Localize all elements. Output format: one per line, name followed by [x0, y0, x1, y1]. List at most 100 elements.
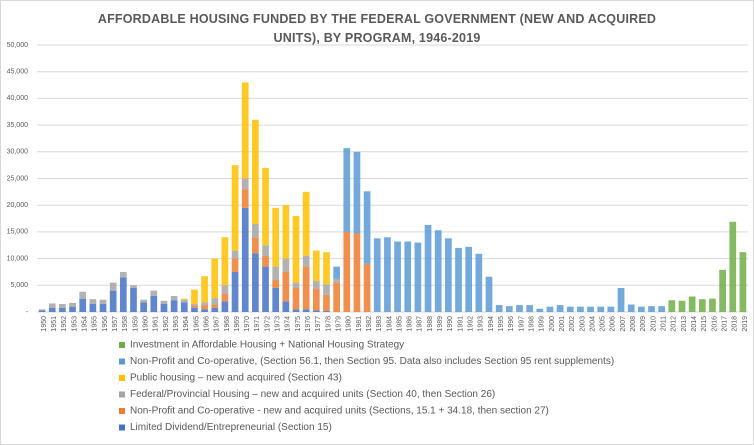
- bar-segment: [404, 241, 412, 312]
- bar-segment: [333, 282, 340, 312]
- x-tick-label: 2009: [640, 316, 647, 332]
- bar-segment: [719, 269, 726, 312]
- bar-segment: [140, 299, 148, 303]
- bar-segment: [241, 207, 249, 312]
- x-tick-label: 2001: [559, 316, 566, 332]
- x-tick-label: 1956: [102, 316, 109, 332]
- bar-segment: [140, 302, 148, 312]
- bar-segment: [434, 230, 442, 312]
- x-tick-label: 1958: [122, 316, 129, 332]
- bar-segment: [48, 303, 56, 308]
- x-tick-label: 2006: [610, 316, 617, 332]
- x-tick-label: 2011: [661, 316, 668, 331]
- legend-label: Non-Profit and Co-operative, (Section 56…: [130, 356, 614, 367]
- bar-segment: [597, 306, 605, 312]
- bar-segment: [262, 266, 269, 312]
- bar-segment: [241, 189, 249, 208]
- x-tick-label: 2015: [701, 316, 708, 332]
- chart-title: AFFORDABLE HOUSING FUNDED BY THE FEDERAL…: [97, 12, 657, 45]
- bar-segment: [272, 266, 280, 280]
- x-tick-label: 1985: [396, 316, 403, 332]
- bar-segment: [282, 271, 290, 302]
- bar-segment: [312, 310, 320, 312]
- bar-segment: [262, 167, 269, 246]
- bar-segment: [323, 252, 330, 285]
- bar-segment: [170, 295, 178, 301]
- bar-segment: [312, 250, 320, 282]
- x-tick-label: 1972: [264, 316, 271, 332]
- bar-segment: [231, 250, 239, 259]
- x-tick-label: 1961: [153, 316, 160, 332]
- bar-segment: [89, 299, 97, 304]
- bar-segment: [546, 306, 554, 312]
- bar-segment: [272, 287, 280, 312]
- bar-segment: [89, 303, 97, 312]
- x-tick-label: 1957: [112, 316, 119, 332]
- legend-swatch: [119, 342, 125, 348]
- bar-segment: [323, 284, 330, 295]
- bar-segment: [505, 306, 513, 312]
- x-tick-label: 1982: [366, 316, 373, 332]
- bar-segment: [455, 247, 462, 312]
- bar-segment: [668, 300, 676, 312]
- bar-segment: [617, 287, 625, 312]
- bar-segment: [526, 305, 533, 312]
- legend-label: Public housing – new and acquired (Secti…: [130, 373, 342, 384]
- bar-segment: [221, 293, 229, 302]
- bar-segment: [627, 304, 635, 312]
- bar-segment: [252, 119, 259, 224]
- bar-segment: [201, 302, 208, 306]
- x-tick-label: 1967: [214, 316, 221, 332]
- bar-segment: [170, 300, 178, 312]
- bar-segment: [739, 252, 747, 312]
- bar-segment: [282, 205, 290, 259]
- bar-segment: [130, 285, 137, 288]
- bar-segment: [465, 246, 473, 312]
- x-tick-label: 1981: [356, 316, 363, 332]
- bar-segment: [282, 301, 290, 312]
- x-tick-label: 1950: [41, 316, 48, 332]
- x-tick-label: 1955: [92, 316, 99, 332]
- bar-segment: [201, 305, 208, 310]
- x-tick-label: 2000: [549, 316, 556, 332]
- bar-segment: [323, 310, 330, 312]
- x-tick-label: 2014: [691, 316, 698, 332]
- bar-segment: [231, 165, 239, 251]
- x-tick-label: 1997: [518, 316, 525, 332]
- bar-segment: [658, 306, 666, 312]
- x-tick-label: 1952: [61, 316, 68, 332]
- x-tick-label: 1995: [498, 316, 505, 332]
- x-tick-label: 2002: [569, 316, 576, 332]
- x-tick-label: 1963: [173, 316, 180, 332]
- bar-segment: [241, 82, 249, 179]
- y-tick-label: 5,000: [10, 282, 28, 289]
- bar-segment: [191, 303, 198, 306]
- bar-segment: [180, 299, 188, 303]
- bar-segment: [38, 310, 46, 312]
- x-tick-label: 1988: [427, 316, 434, 332]
- x-tick-label: 1984: [386, 316, 393, 332]
- y-tick-label: 25,000: [7, 175, 29, 182]
- bar-segment: [150, 295, 158, 312]
- x-tick-label: 1953: [71, 316, 78, 332]
- x-tick-label: 2019: [742, 316, 749, 332]
- legend-label: Limited Dividend/Entrepreneurial (Sectio…: [130, 422, 332, 433]
- bar-segment: [180, 302, 188, 312]
- x-tick-label: 1970: [244, 316, 251, 332]
- bar-segment: [607, 306, 615, 312]
- bar-segment: [48, 307, 56, 312]
- bar-segment: [119, 277, 127, 312]
- y-tick-label: 40,000: [7, 95, 29, 102]
- bar-segment: [353, 233, 361, 312]
- bar-segment: [252, 253, 259, 312]
- bar-segment: [495, 305, 503, 312]
- y-tick-label: 10,000: [7, 255, 29, 262]
- y-tick-label: -: [26, 309, 29, 316]
- bar-segment: [69, 302, 76, 307]
- bar-segment: [59, 307, 66, 312]
- bar-segment: [292, 309, 300, 312]
- bar-segment: [678, 300, 686, 312]
- bar-segment: [333, 278, 340, 283]
- bar-segment: [109, 282, 117, 291]
